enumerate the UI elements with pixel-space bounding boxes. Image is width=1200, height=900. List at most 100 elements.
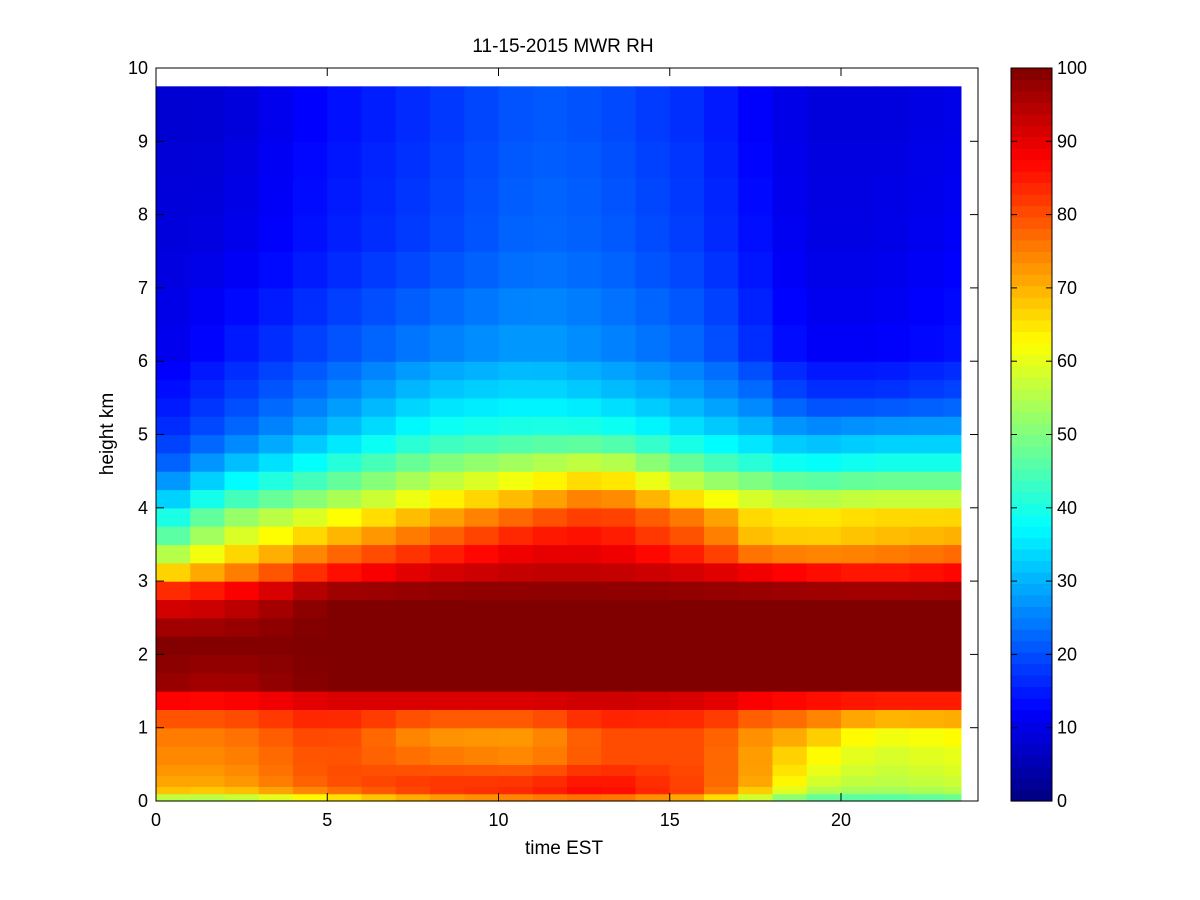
heatmap-cell	[772, 177, 808, 216]
heatmap-cell	[875, 489, 911, 509]
heatmap-cell	[875, 471, 911, 491]
heatmap-cell	[156, 599, 191, 619]
heatmap-cell	[464, 544, 500, 564]
heatmap-cell	[395, 775, 431, 787]
heatmap-cell	[327, 471, 363, 491]
heatmap-cell	[156, 141, 191, 179]
heatmap-cell	[258, 452, 294, 472]
heatmap-cell	[464, 775, 500, 787]
heatmap-cell	[669, 489, 705, 509]
heatmap-cell	[806, 654, 842, 674]
heatmap-cell	[806, 709, 842, 729]
heatmap-cell	[909, 489, 945, 509]
heatmap-cell	[875, 562, 911, 582]
heatmap-cell	[361, 544, 397, 564]
heatmap-cell	[430, 654, 465, 674]
heatmap-cell	[327, 544, 363, 564]
heatmap-cell	[567, 434, 602, 454]
heatmap-cell	[806, 471, 842, 491]
heatmap-cell	[875, 691, 911, 710]
heatmap-cell	[909, 397, 945, 417]
heatmap-cell	[464, 361, 500, 381]
heatmap-cell	[772, 489, 808, 509]
colorbar-band	[1011, 68, 1052, 81]
heatmap-cell	[704, 581, 739, 601]
heatmap-cell	[772, 141, 808, 179]
heatmap-cell	[772, 526, 808, 546]
heatmap-cell	[293, 727, 328, 747]
colorbar-band	[1011, 125, 1052, 138]
heatmap-cell	[464, 287, 500, 326]
heatmap-cell	[772, 287, 808, 326]
heatmap-cell	[258, 251, 294, 289]
heatmap-cell	[464, 324, 500, 362]
y-tick-label: 8	[138, 205, 148, 225]
heatmap-cell	[875, 416, 911, 436]
heatmap-cell	[224, 562, 260, 582]
heatmap-cell	[293, 562, 328, 582]
heatmap-cell	[156, 489, 191, 509]
heatmap-cell	[293, 599, 328, 619]
y-tick-label: 0	[138, 791, 148, 811]
heatmap-cell	[327, 775, 363, 787]
heatmap-cell	[430, 636, 465, 655]
colorbar-band	[1011, 377, 1052, 390]
heatmap-cell	[224, 672, 260, 692]
heatmap-cell	[738, 764, 774, 776]
heatmap-cell	[532, 599, 568, 619]
heatmap-cell	[738, 397, 774, 417]
heatmap-cell	[224, 654, 260, 674]
colorbar-band	[1011, 423, 1052, 436]
heatmap-cell	[532, 636, 568, 655]
heatmap-cell	[635, 775, 671, 787]
heatmap-cell	[430, 324, 465, 362]
heatmap-cell	[841, 793, 876, 802]
x-axis-label: time EST	[525, 838, 604, 859]
heatmap-cell	[772, 775, 808, 787]
heatmap-cell	[258, 434, 294, 454]
heatmap-cell	[669, 507, 705, 527]
heatmap-cell	[395, 287, 431, 326]
heatmap-cell	[772, 471, 808, 491]
heatmap-cell	[258, 727, 294, 747]
heatmap-cell	[669, 599, 705, 619]
colorbar-band	[1011, 136, 1052, 149]
heatmap-cell	[395, 416, 431, 436]
heatmap-cell	[532, 86, 568, 142]
heatmap-cell	[738, 654, 774, 674]
heatmap-cell	[909, 141, 945, 179]
heatmap-cell	[738, 786, 774, 795]
y-tick-label: 4	[138, 498, 148, 518]
heatmap-cell	[738, 691, 774, 710]
y-tick-label: 7	[138, 278, 148, 298]
heatmap-cell	[704, 452, 739, 472]
heatmap-cell	[567, 416, 602, 436]
heatmap-cell	[156, 471, 191, 491]
heatmap-cell	[772, 324, 808, 362]
heatmap-cell	[772, 636, 808, 655]
heatmap-cell	[430, 746, 465, 765]
heatmap-cell	[395, 691, 431, 710]
heatmap-cell	[704, 361, 739, 381]
heatmap-cell	[875, 617, 911, 637]
colorbar-band	[1011, 342, 1052, 355]
heatmap-cell	[395, 526, 431, 546]
colorbar-band	[1011, 400, 1052, 413]
heatmap-cell	[738, 581, 774, 601]
heatmap-cell	[327, 416, 363, 436]
heatmap-cell	[327, 786, 363, 795]
heatmap-cell	[567, 691, 602, 710]
heatmap-cell	[669, 324, 705, 362]
heatmap-cell	[532, 489, 568, 509]
heatmap-cell	[875, 764, 911, 776]
heatmap-cell	[704, 397, 739, 417]
heatmap-cell	[669, 544, 705, 564]
heatmap-cell	[943, 727, 962, 747]
heatmap-cell	[909, 214, 945, 252]
heatmap-cell	[635, 489, 671, 509]
heatmap-cell	[395, 434, 431, 454]
colorbar-band	[1011, 228, 1052, 241]
colorbar-band	[1011, 262, 1052, 275]
heatmap-cell	[943, 544, 962, 564]
heatmap-cell	[635, 434, 671, 454]
